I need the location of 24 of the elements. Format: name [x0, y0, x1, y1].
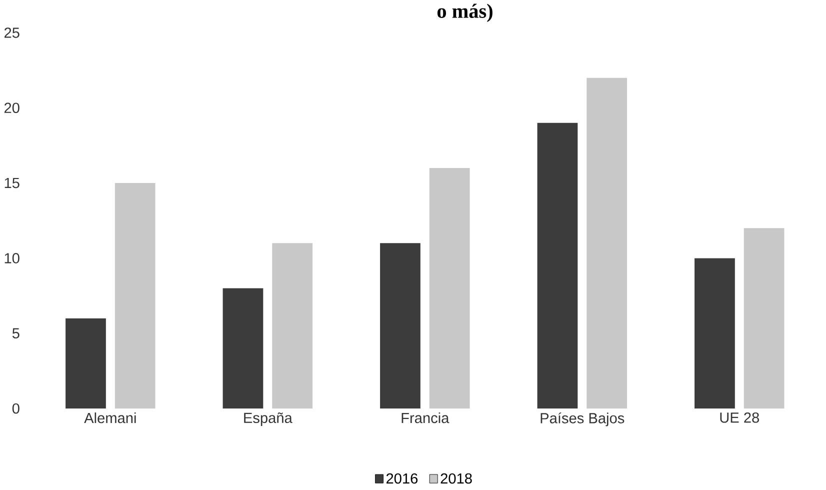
x-tick-label: UE 28	[720, 412, 760, 423]
chart-title: o más)	[437, 4, 492, 22]
x-tick-label: Alemani	[84, 412, 136, 424]
x-tick-label: Francia	[402, 412, 450, 424]
bar	[429, 168, 470, 409]
bar	[114, 183, 156, 409]
y-tick-label: 5	[12, 328, 20, 339]
bar	[586, 78, 628, 409]
x-tick-label: España	[244, 412, 292, 426]
legend-label: 2016	[386, 473, 418, 484]
bar	[537, 123, 578, 409]
bar	[272, 243, 313, 409]
legend-label: 2018	[440, 473, 472, 484]
bar	[744, 228, 784, 409]
y-tick-label: 25	[4, 28, 20, 38]
bar	[66, 318, 106, 409]
bar	[380, 243, 420, 409]
bar	[222, 288, 264, 409]
y-tick-label: 20	[4, 102, 20, 114]
y-tick-label: 0	[12, 403, 20, 414]
y-tick-label: 15	[4, 178, 20, 188]
x-tick-label: Países Bajos	[540, 412, 624, 426]
y-tick-label: 10	[4, 253, 20, 264]
bar	[694, 258, 735, 409]
